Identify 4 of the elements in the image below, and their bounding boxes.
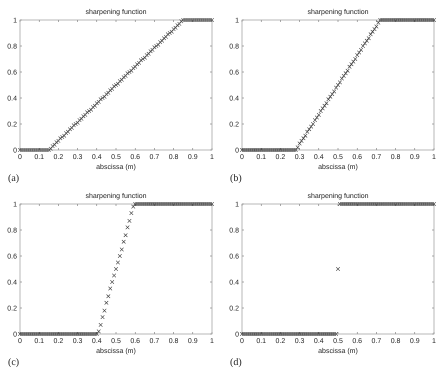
text: (b) xyxy=(230,173,242,184)
text: (a) xyxy=(8,173,20,184)
text: (c) xyxy=(8,357,20,368)
text: (d) xyxy=(230,357,242,368)
